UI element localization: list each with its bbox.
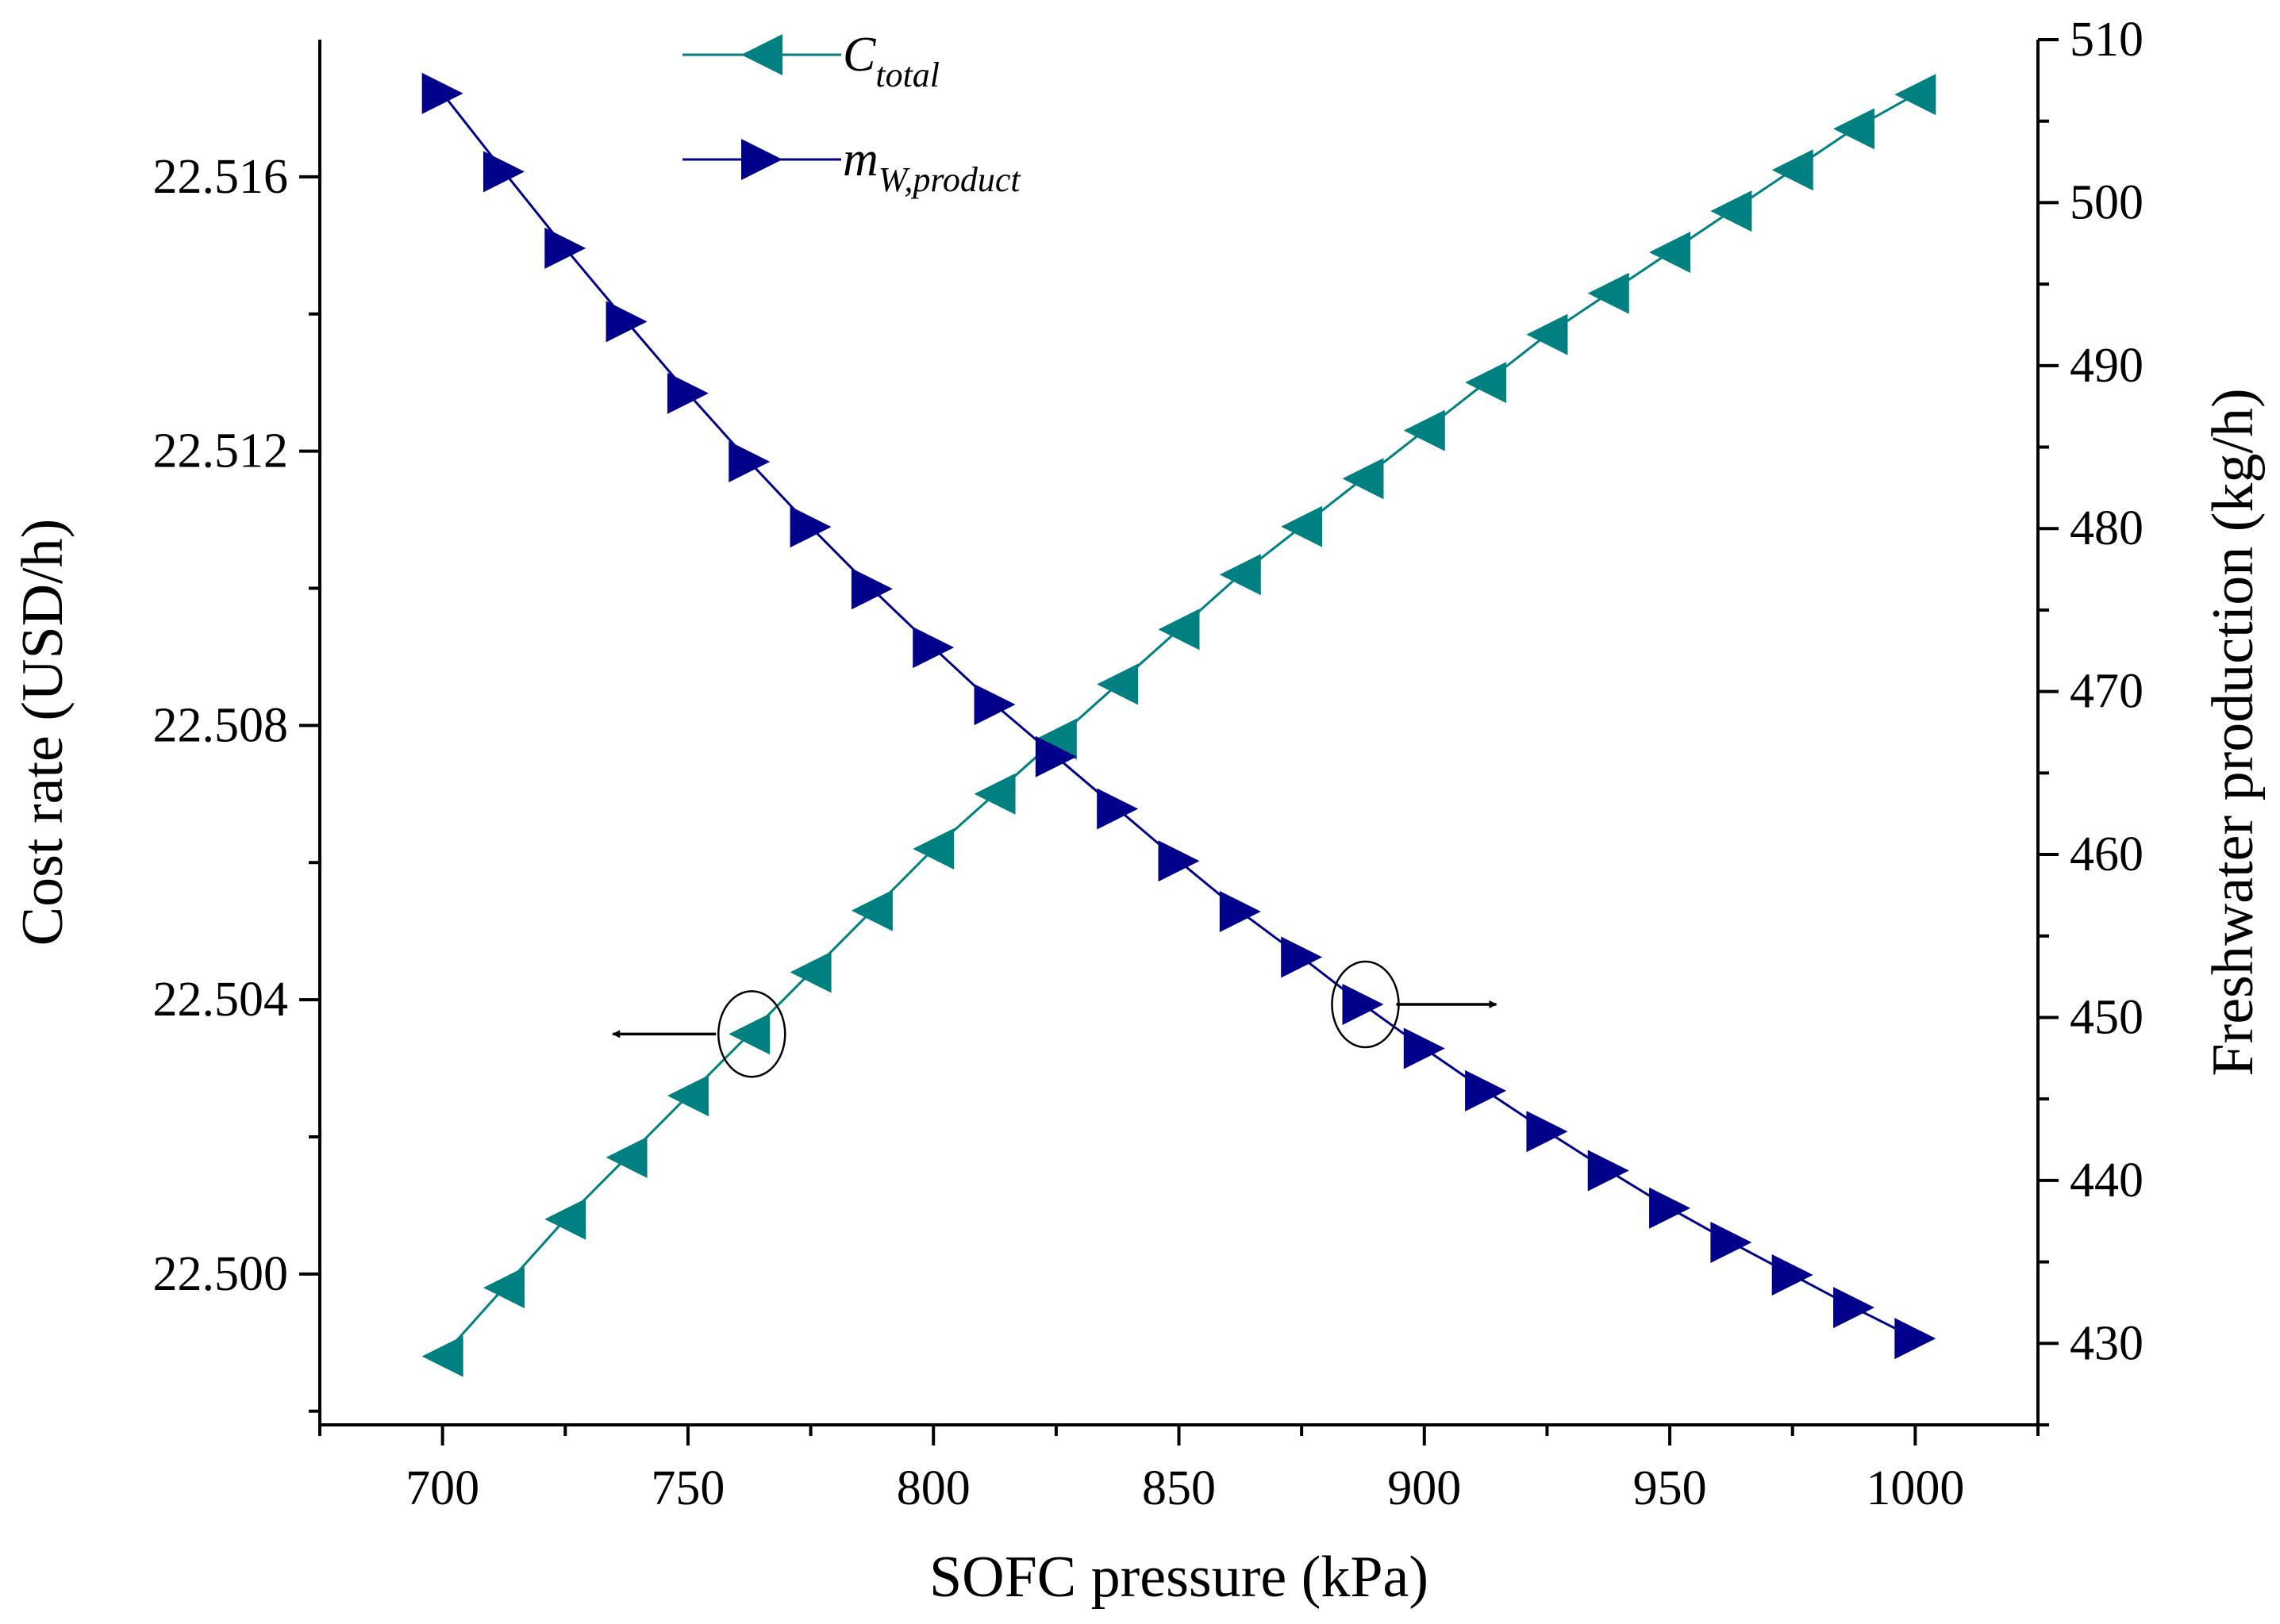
data-point-m-water — [790, 506, 832, 548]
data-point-m-water — [544, 227, 586, 269]
legend-marker-m-water — [741, 139, 782, 180]
data-point-m-water — [606, 301, 648, 343]
x-tick-label: 1000 — [1866, 1461, 1964, 1515]
data-point-m-water — [1097, 788, 1139, 830]
data-point-c-total — [974, 773, 1016, 815]
data-point-m-water — [1526, 1111, 1568, 1153]
data-point-m-water — [421, 72, 463, 114]
data-point-c-total — [1526, 313, 1568, 355]
x-tick-label: 700 — [406, 1461, 479, 1515]
y-left-tick-label: 22.508 — [153, 698, 289, 752]
series-layer — [421, 72, 1936, 1377]
legend-label-base: C — [843, 28, 876, 82]
legend-label-base: m — [843, 132, 879, 186]
data-point-m-water — [1219, 890, 1261, 932]
data-point-m-water — [1710, 1221, 1752, 1263]
x-tick-label: 750 — [651, 1461, 725, 1515]
data-point-m-water — [1403, 1027, 1445, 1069]
y-left-tick-label: 22.504 — [153, 973, 289, 1027]
data-point-m-water — [913, 627, 955, 669]
data-point-m-water — [483, 151, 525, 193]
data-point-m-water — [1281, 936, 1323, 978]
data-point-c-total — [1894, 74, 1936, 116]
data-point-c-total — [667, 1075, 709, 1117]
legend-label-c-total: Ctotal — [843, 28, 940, 94]
data-point-c-total — [1710, 190, 1752, 232]
y-right-tick-label: 430 — [2070, 1316, 2144, 1370]
data-point-c-total — [790, 951, 832, 993]
data-point-c-total — [1035, 718, 1077, 760]
data-point-c-total — [1342, 458, 1384, 500]
data-point-m-water — [729, 441, 771, 483]
y-right-tick-label: 510 — [2070, 13, 2144, 67]
data-point-m-water — [1894, 1318, 1936, 1360]
y-right-tick-label: 470 — [2070, 665, 2144, 719]
data-point-m-water — [1342, 984, 1384, 1026]
y-right-tick-label: 460 — [2070, 827, 2144, 881]
data-point-c-total — [1587, 272, 1629, 314]
x-tick-label: 850 — [1142, 1461, 1216, 1515]
data-point-c-total — [1281, 505, 1323, 547]
y-left-tick-label: 22.516 — [153, 150, 289, 204]
series-line-c-total — [441, 93, 1917, 1357]
y-right-axis-title: Freshwater production (kg/h) — [2201, 388, 2266, 1076]
data-point-m-water — [1771, 1254, 1813, 1296]
data-point-c-total — [1833, 108, 1875, 150]
data-point-c-total — [729, 1013, 771, 1055]
data-point-m-water — [851, 568, 893, 610]
y-right-tick-label: 480 — [2070, 501, 2144, 555]
y-right-tick-label: 440 — [2070, 1154, 2144, 1207]
series-line-m-water — [441, 92, 1917, 1340]
x-axis-title: SOFC pressure (kPa) — [929, 1545, 1428, 1610]
legend-marker-c-total — [741, 34, 782, 75]
legend-label-subscript: total — [875, 56, 940, 94]
data-point-m-water — [1833, 1287, 1875, 1329]
y-left-tick-label: 22.512 — [153, 424, 289, 478]
data-point-m-water — [1465, 1069, 1507, 1111]
data-point-c-total — [1771, 149, 1813, 191]
x-tick-label: 900 — [1387, 1461, 1461, 1515]
annotation-ellipse — [717, 990, 786, 1078]
data-point-c-total — [421, 1335, 463, 1377]
data-point-c-total — [1403, 409, 1445, 451]
data-point-c-total — [1465, 362, 1507, 404]
y-right-tick-label: 450 — [2070, 990, 2144, 1044]
data-point-c-total — [851, 889, 893, 931]
data-point-m-water — [1649, 1187, 1691, 1229]
y-left-tick-label: 22.500 — [153, 1247, 289, 1301]
x-tick-label: 950 — [1633, 1461, 1707, 1515]
data-point-c-total — [913, 827, 955, 870]
data-point-c-total — [1219, 554, 1261, 596]
legend-label-m-water: mW,product — [843, 132, 1021, 199]
data-point-c-total — [1649, 231, 1691, 273]
data-point-m-water — [667, 372, 709, 414]
data-point-c-total — [606, 1136, 648, 1178]
data-point-c-total — [1158, 609, 1200, 651]
annotation-layer — [612, 960, 1498, 1078]
data-point-m-water — [974, 684, 1016, 726]
x-tick-label: 800 — [897, 1461, 971, 1515]
y-right-tick-label: 490 — [2070, 339, 2144, 393]
data-point-c-total — [483, 1267, 525, 1309]
legend-label-subscript: W,product — [879, 160, 1022, 199]
data-point-m-water — [1035, 735, 1077, 777]
data-point-m-water — [1158, 840, 1200, 882]
y-left-axis-title: Cost rate (USD/h) — [10, 519, 75, 946]
axes: 700 750 800 850 900 950 1000 22.500 22.504 22.508… — [153, 13, 2144, 1515]
data-point-c-total — [544, 1198, 586, 1240]
data-point-m-water — [1587, 1150, 1629, 1192]
y-right-tick-label: 500 — [2070, 175, 2144, 229]
data-point-c-total — [1097, 663, 1139, 705]
legend: Ctotal mW,product — [682, 28, 1021, 199]
